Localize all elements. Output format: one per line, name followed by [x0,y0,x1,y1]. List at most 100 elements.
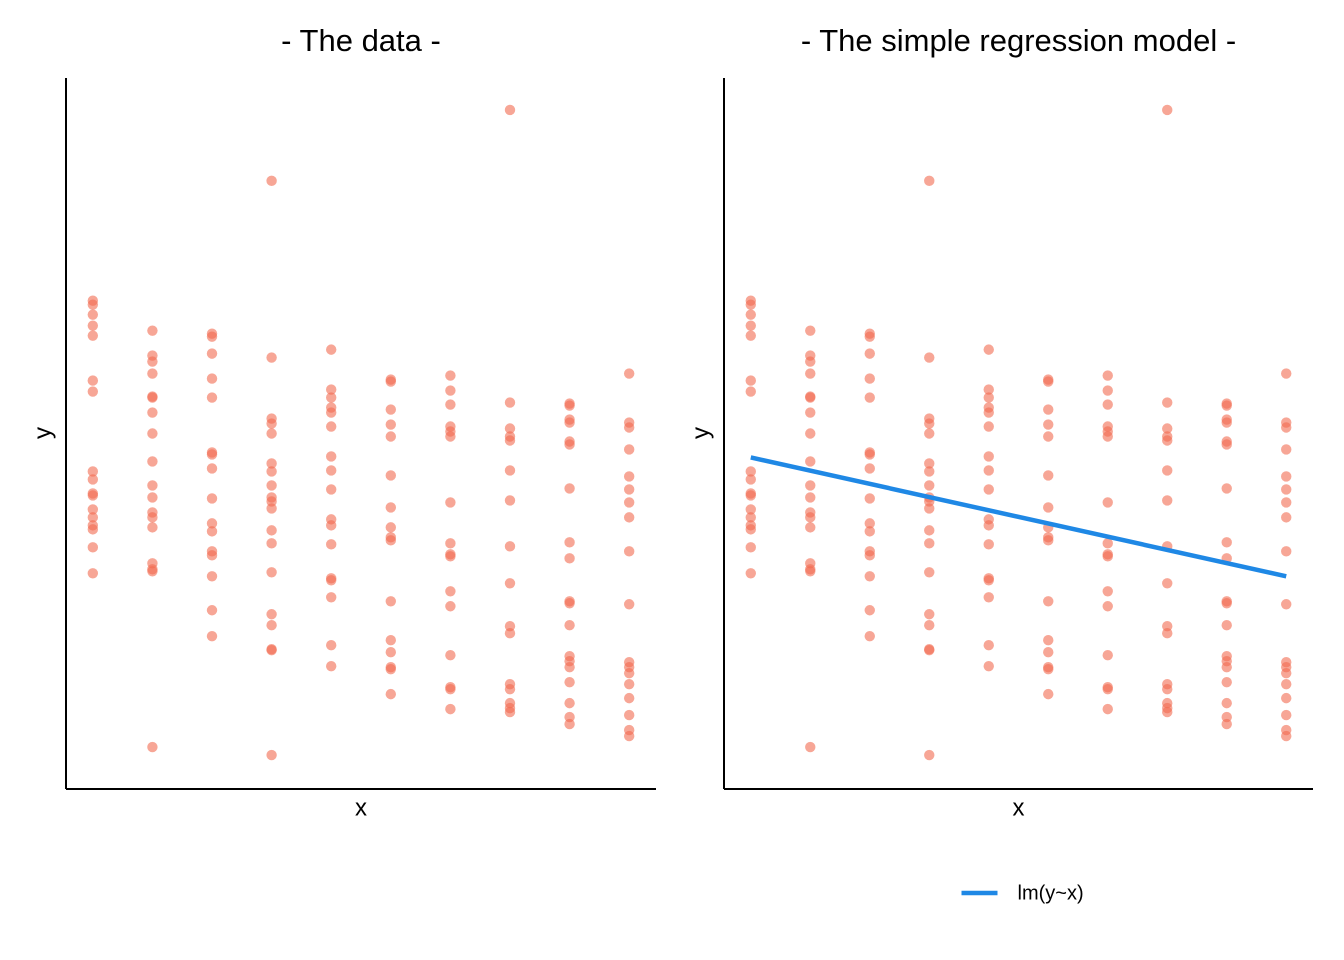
point [745,375,756,386]
point [623,678,635,690]
point [1281,678,1292,690]
point [924,352,935,363]
point [87,490,99,501]
point [385,688,396,700]
point [385,502,396,513]
point [326,575,337,586]
point [1162,578,1173,589]
point [206,463,218,474]
point [445,586,456,597]
point [1281,471,1292,482]
point [1221,417,1232,428]
point [206,373,218,384]
point [983,660,994,672]
point [206,449,218,460]
point [326,421,337,432]
point [266,538,277,549]
point [1221,676,1232,688]
point [266,480,277,491]
point [87,568,99,579]
point [983,421,994,432]
point [983,451,994,462]
point [385,376,396,387]
point [805,480,816,491]
x-axis-label: x [1013,794,1025,821]
point [266,466,277,477]
point [623,444,635,455]
point [623,546,635,557]
point [445,601,456,612]
point [745,524,756,535]
point [385,470,396,481]
point [1281,497,1292,508]
point [805,428,816,439]
point [1221,718,1232,730]
point [326,660,337,672]
point [924,503,935,514]
point [564,598,575,609]
y-axis-label: y [687,427,714,439]
point [623,484,635,495]
point [504,628,516,639]
point [147,741,158,753]
point [1043,419,1054,430]
point [87,320,99,331]
point [1281,368,1292,379]
point [924,175,935,187]
point [1281,692,1292,704]
point [385,404,396,415]
point [445,385,456,396]
point [864,518,875,529]
point [385,419,396,430]
point [745,299,756,310]
point [864,449,875,460]
point [1221,697,1232,709]
point [266,175,277,187]
point [1102,385,1113,396]
point [983,520,994,531]
point [445,431,456,442]
point [504,435,516,446]
point [983,392,994,403]
point [1102,551,1113,562]
point [745,542,756,553]
point [1043,635,1054,646]
point [924,480,935,491]
point [805,407,816,418]
point [745,320,756,331]
point [1281,422,1292,433]
point [864,348,875,359]
point [1281,512,1292,523]
point [564,697,575,709]
point [206,605,218,616]
point [745,568,756,579]
point [385,535,396,546]
point [1281,599,1292,610]
point [805,566,816,577]
point [504,465,516,476]
point [1281,709,1292,721]
point [805,741,816,753]
point [1221,537,1232,548]
point [1162,423,1173,434]
point [1102,703,1113,715]
point [564,620,575,631]
point [983,539,994,550]
chart-title: - The simple regression model - [801,23,1236,58]
point [1281,444,1292,455]
point [266,525,277,536]
point [206,518,218,529]
point [623,730,635,742]
point [864,526,875,537]
point [266,458,277,469]
point [1162,104,1173,116]
point [623,667,635,679]
point [924,428,935,439]
point [326,384,337,395]
point [326,465,337,476]
point [1221,598,1232,609]
point [864,331,875,342]
point [206,631,218,642]
point [983,640,994,651]
